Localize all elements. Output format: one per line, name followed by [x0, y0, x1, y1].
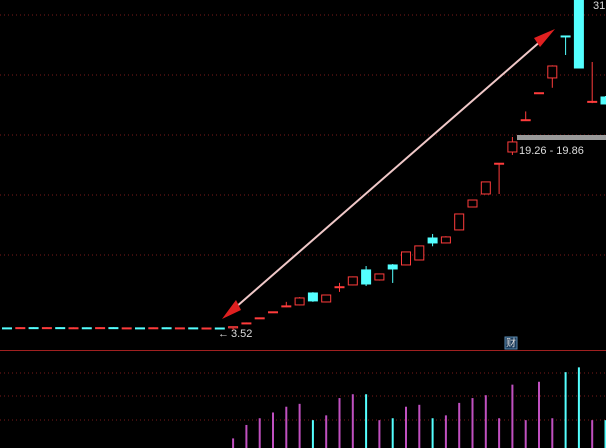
volume-bar	[365, 394, 368, 448]
candle-body	[95, 327, 106, 330]
volume-bar	[604, 420, 606, 448]
candle-body	[15, 327, 26, 330]
candle-body	[28, 327, 39, 330]
candle-body	[414, 245, 425, 261]
range-label: 19.26 - 19.86	[519, 145, 584, 157]
badge-box	[504, 336, 518, 350]
volume-bar	[311, 420, 314, 448]
candle-body	[573, 0, 584, 69]
volume-bar	[338, 398, 341, 448]
volume-bar	[258, 418, 261, 448]
candle-body	[108, 327, 119, 330]
candle-body	[560, 35, 571, 38]
candle-body	[374, 273, 385, 281]
volume-bar	[484, 395, 487, 448]
candle-body	[494, 162, 505, 165]
candle-body	[241, 322, 252, 325]
range-band	[517, 135, 606, 140]
high-label: 31	[593, 0, 605, 12]
volume-bar	[285, 406, 288, 448]
candle-body	[307, 292, 318, 302]
candle-body	[387, 264, 398, 270]
candle-body	[294, 297, 305, 306]
volume-bar	[272, 412, 274, 448]
measure-arrow	[222, 29, 555, 319]
volume-bar	[444, 415, 447, 448]
low-label: 3.52	[231, 328, 252, 340]
volume-bar	[378, 420, 381, 448]
candle-body	[161, 327, 172, 330]
candle-body	[507, 141, 518, 153]
candle-body	[81, 327, 92, 330]
candle-body	[427, 237, 438, 244]
grid	[0, 14, 606, 421]
low-arrow: ←	[218, 328, 229, 340]
candle-body	[228, 326, 239, 329]
candle-body	[268, 311, 278, 314]
candle-body	[361, 269, 372, 285]
candle-body	[587, 100, 598, 103]
candle-body	[547, 65, 558, 79]
volume-bar	[245, 424, 248, 448]
candle-body	[454, 213, 465, 231]
badge: 财	[506, 337, 516, 350]
volume-bar	[564, 372, 567, 448]
candle-body	[467, 199, 478, 208]
candle-body	[2, 327, 12, 330]
candle-body	[334, 286, 345, 289]
volume-bar	[538, 381, 540, 448]
candle-body	[520, 119, 531, 122]
volume-bar	[391, 418, 394, 448]
candle-body	[68, 327, 79, 330]
candle-body	[600, 96, 606, 105]
volume-bar	[458, 402, 461, 448]
volume-bar	[298, 403, 301, 448]
candle-body	[534, 92, 544, 95]
candle-body	[214, 327, 225, 330]
candle-body	[347, 276, 358, 286]
candle-body	[135, 327, 145, 330]
candle-body	[55, 327, 66, 330]
volume-bar	[577, 367, 580, 448]
volume-bar	[325, 415, 328, 448]
candle-body	[201, 327, 212, 330]
arrow-head	[222, 300, 241, 319]
volume-bar	[511, 384, 514, 448]
candle-body	[254, 317, 265, 320]
volume-bar	[551, 418, 554, 448]
volume-bar	[418, 404, 421, 448]
candle-body	[188, 327, 199, 330]
volume-bar	[431, 418, 434, 448]
arrow-line	[227, 32, 551, 315]
candle-body	[148, 327, 159, 330]
candle-body	[321, 294, 332, 303]
volume-bar	[498, 418, 501, 448]
candle-body	[281, 305, 292, 308]
candle-body	[480, 181, 491, 195]
candle-body	[401, 251, 411, 266]
candle-body	[174, 327, 185, 330]
volume-bar	[591, 420, 594, 448]
volume-bar	[405, 406, 407, 448]
arrow-head	[534, 29, 555, 47]
candle-body	[440, 236, 451, 244]
candle-body	[121, 327, 132, 330]
volume-bar	[524, 420, 527, 448]
volume-bar	[471, 398, 474, 448]
candle-body	[41, 327, 52, 330]
volume-bar	[232, 438, 235, 448]
volume-bar	[351, 394, 354, 448]
